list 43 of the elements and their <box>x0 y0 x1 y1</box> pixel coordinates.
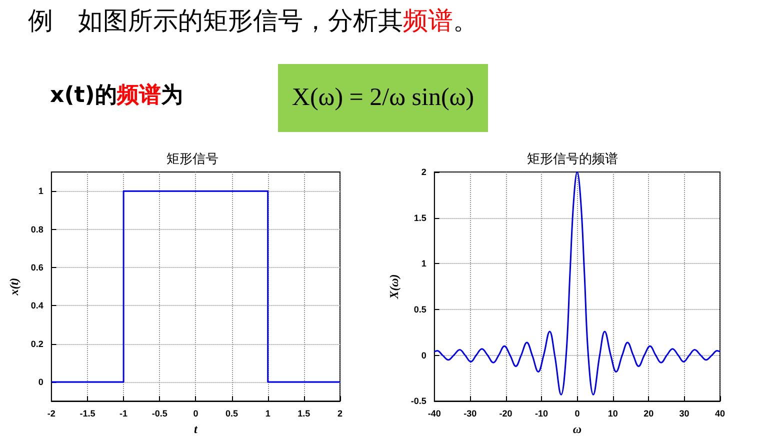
text: X(ω) = 2/ω sin(ω) <box>292 84 474 112</box>
x-tick-label: -20 <box>499 408 512 419</box>
x-axis-title: ω <box>572 422 582 436</box>
y-tick-label: 0.8 <box>30 224 44 234</box>
y-axis-title: x(t) <box>7 278 21 296</box>
x-tick-label: -1 <box>120 408 128 419</box>
text: 例 如图所示的矩形信号，分析其 <box>28 6 403 35</box>
x-axis-title: t <box>194 422 198 436</box>
x-tick-label: 0 <box>574 408 580 419</box>
text: 为 <box>160 83 183 108</box>
text: x(t)的 <box>50 83 117 108</box>
x-tick-label: 0.5 <box>226 408 238 419</box>
y-tick-label: 0.4 <box>30 300 44 311</box>
x-tick-label: 20 <box>644 408 654 419</box>
text: 频谱 <box>116 83 161 108</box>
y-tick-label: 1 <box>421 258 426 269</box>
y-tick-label: 1.5 <box>414 212 426 223</box>
x-tick-label: 0 <box>193 408 198 419</box>
x-tick-label: -40 <box>428 408 441 419</box>
chart-title: 矩形信号的频谱 <box>527 151 618 166</box>
x-tick-label: -0.5 <box>152 408 168 419</box>
y-tick-label: 0.2 <box>30 338 44 349</box>
text: 频谱 <box>403 6 453 35</box>
y-tick-label: 0.6 <box>30 262 44 272</box>
x-tick-label: -2 <box>47 408 56 419</box>
x-tick-label: 10 <box>608 408 618 419</box>
text: 。 <box>453 6 478 35</box>
x-tick-label: 1.5 <box>298 408 310 419</box>
y-tick-label: 0 <box>421 350 426 360</box>
y-tick-label: -0.5 <box>410 396 426 406</box>
x-tick-label: 30 <box>679 408 690 419</box>
chart-title: 矩形信号 <box>166 151 218 166</box>
y-tick-label: 1 <box>38 186 44 196</box>
y-axis-title: X(ω) <box>387 274 401 300</box>
x-tick-label: -30 <box>464 408 477 419</box>
y-tick-label: 0 <box>38 377 44 388</box>
y-tick-label: 2 <box>421 167 426 177</box>
y-tick-label: 0.5 <box>414 304 426 314</box>
x-tick-label: -10 <box>534 408 548 419</box>
x-tick-label: 1 <box>265 408 270 419</box>
x-tick-label: 40 <box>714 408 726 419</box>
x-tick-label: -1.5 <box>80 408 96 419</box>
x-tick-label: 2 <box>337 408 343 419</box>
